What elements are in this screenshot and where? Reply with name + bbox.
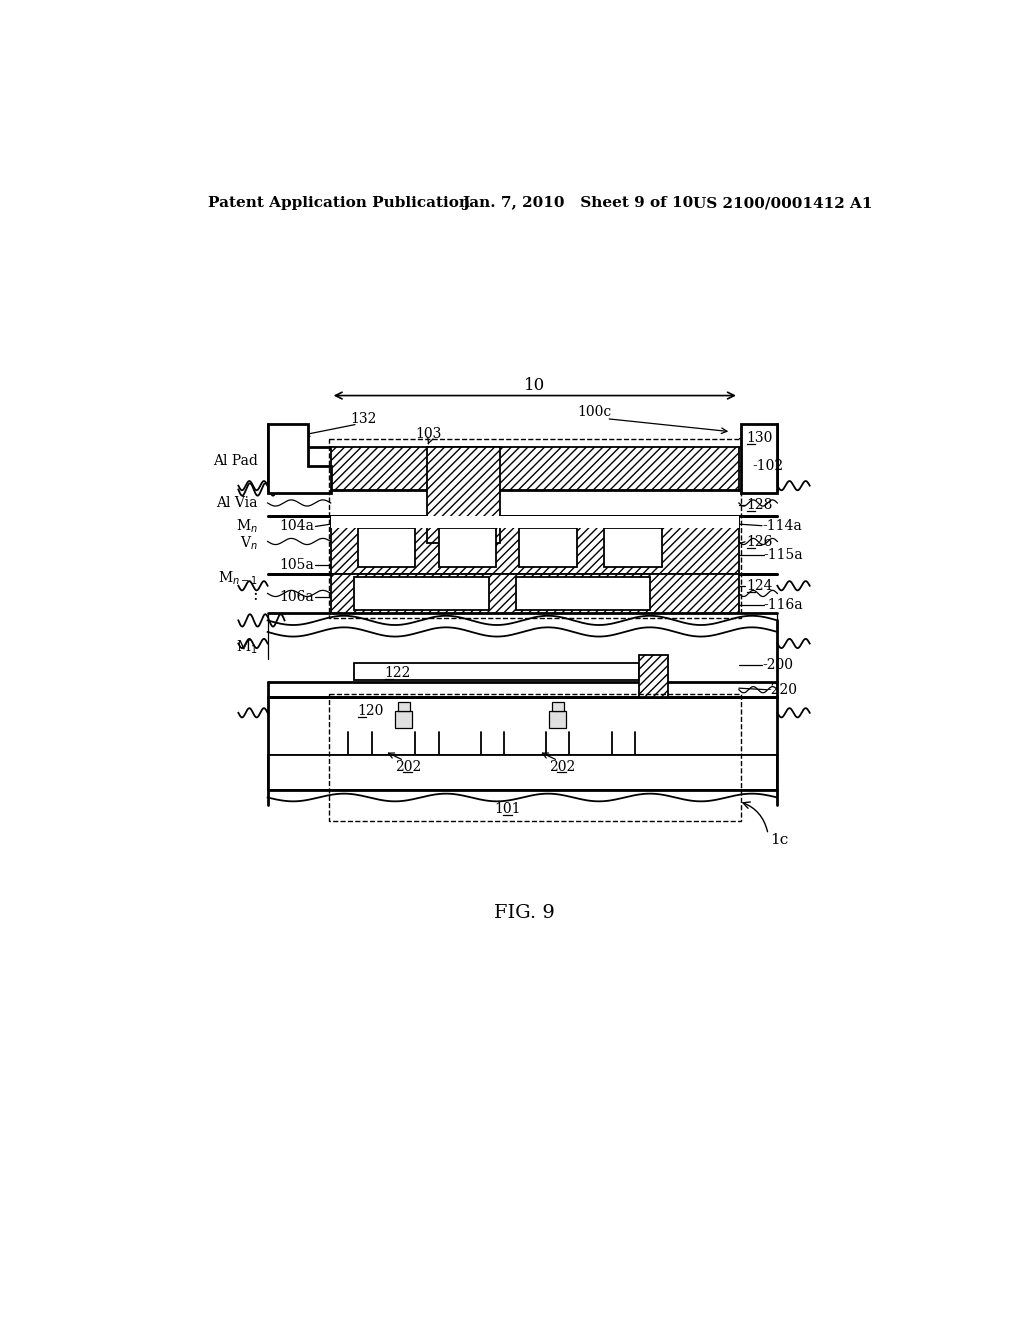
Text: 202: 202 (549, 760, 574, 774)
Text: M$_1$: M$_1$ (236, 639, 258, 656)
Bar (427, 447, 500, 544)
Bar (550, 711, 566, 729)
Bar (330, 693, 741, 821)
Polygon shape (267, 424, 331, 494)
Text: 1c: 1c (770, 833, 787, 847)
Text: Jan. 7, 2010   Sheet 9 of 10: Jan. 7, 2010 Sheet 9 of 10 (462, 197, 693, 210)
Text: -115a: -115a (764, 548, 803, 562)
Bar (357, 528, 416, 566)
Bar (519, 528, 578, 566)
Bar (331, 574, 739, 612)
Text: -220: -220 (767, 682, 798, 697)
Text: 132: 132 (350, 412, 377, 425)
Bar (331, 447, 739, 490)
Text: Al Pad: Al Pad (213, 454, 258, 469)
Text: -200: -200 (762, 659, 793, 672)
Text: 120: 120 (357, 705, 384, 718)
Text: US 2100/0001412 A1: US 2100/0001412 A1 (692, 197, 872, 210)
Text: 105a: 105a (280, 558, 313, 572)
Text: 100c: 100c (577, 405, 611, 420)
Text: -102: -102 (753, 459, 783, 474)
Text: 130: 130 (746, 430, 773, 445)
Text: 101: 101 (495, 803, 521, 816)
Bar (604, 528, 662, 566)
Text: 126: 126 (746, 535, 773, 549)
Text: FIG. 9: FIG. 9 (495, 904, 555, 921)
Text: V$_n$: V$_n$ (240, 535, 258, 552)
Bar (395, 711, 413, 729)
Bar (331, 516, 739, 528)
Text: M$_{n-1}$: M$_{n-1}$ (218, 569, 258, 587)
Text: :: : (252, 587, 258, 605)
Bar (330, 440, 741, 618)
Bar (354, 663, 639, 681)
Text: 104a: 104a (279, 520, 313, 533)
Bar (552, 702, 564, 711)
Text: 103: 103 (416, 428, 441, 441)
Polygon shape (741, 424, 777, 494)
Text: 10: 10 (524, 378, 546, 395)
Bar (267, 755, 777, 789)
Text: -114a: -114a (762, 519, 802, 533)
Text: 202: 202 (394, 760, 421, 774)
Text: 128: 128 (746, 498, 773, 512)
Text: 106a: 106a (280, 590, 313, 605)
Text: 124: 124 (746, 578, 773, 593)
Bar (354, 577, 488, 610)
Bar (397, 702, 410, 711)
Text: M$_n$: M$_n$ (236, 517, 258, 535)
Text: Al Via: Al Via (216, 496, 258, 511)
Bar (639, 655, 668, 697)
Text: -116a: -116a (764, 598, 803, 612)
Text: 122: 122 (385, 665, 411, 680)
Bar (515, 577, 650, 610)
Bar (331, 516, 739, 574)
Text: Patent Application Publication: Patent Application Publication (208, 197, 470, 210)
Bar (438, 528, 497, 566)
